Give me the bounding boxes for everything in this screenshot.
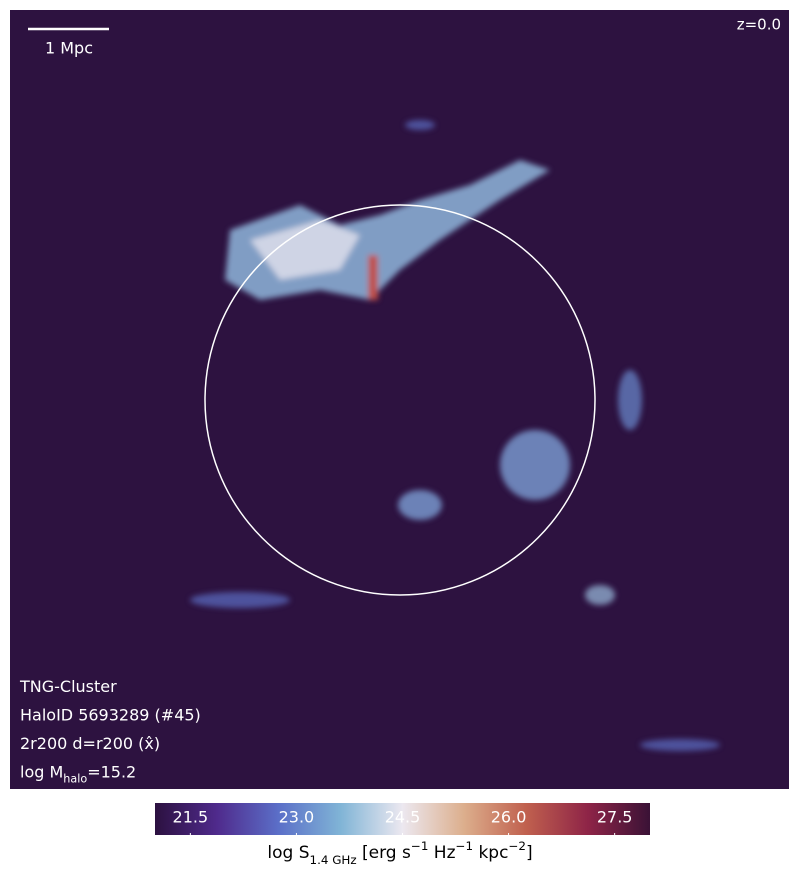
text-run: [erg s: [357, 843, 411, 863]
r200-circle: [204, 204, 596, 596]
supscript: −2: [508, 839, 526, 853]
text-run: kpc: [473, 843, 508, 863]
text-run: HaloID 5693289 (#45): [20, 705, 201, 724]
colorbar-tick-label: 27.5: [597, 808, 633, 827]
map-background: [10, 10, 789, 789]
colorbar: [155, 803, 650, 835]
colorbar-tick-label: 23.0: [279, 808, 315, 827]
text-run: 2r200 d=r200 (x̂): [20, 734, 160, 753]
supscript: −1: [411, 839, 429, 853]
text-run: Hz: [428, 843, 455, 863]
text-run: ]: [526, 843, 533, 863]
colorbar-ticks: 21.5 23.0 24.5 26.0 27.5: [173, 808, 633, 835]
redshift: z=0.0: [737, 16, 781, 34]
colorbar-tick-label: 24.5: [385, 808, 421, 827]
colorbar-label: log S1.4 GHz [erg s−1 Hz−1 kpc−2]: [267, 839, 532, 867]
text-run: log S: [267, 843, 309, 863]
annotation: log Mhalo=15.2: [20, 762, 136, 785]
subscript: halo: [63, 772, 87, 785]
colorbar-tick-label: 26.0: [491, 808, 527, 827]
annotation: 2r200 d=r200 (x̂): [20, 734, 160, 753]
scale-bar-label: 1 Mpc: [45, 39, 93, 58]
emission: [190, 120, 720, 751]
annotation: HaloID 5693289 (#45): [20, 705, 201, 724]
supscript: −1: [456, 839, 474, 853]
colorbar-tick-label: 21.5: [173, 808, 209, 827]
annotation: TNG-Cluster: [19, 677, 117, 696]
subscript: 1.4 GHz: [310, 853, 357, 867]
text-run: log M: [20, 762, 63, 781]
annotations: TNG-Cluster HaloID 5693289 (#45) 2r200 d=r…: [19, 677, 201, 786]
text-run: =15.2: [87, 762, 136, 781]
text-run: TNG-Cluster: [19, 677, 117, 696]
